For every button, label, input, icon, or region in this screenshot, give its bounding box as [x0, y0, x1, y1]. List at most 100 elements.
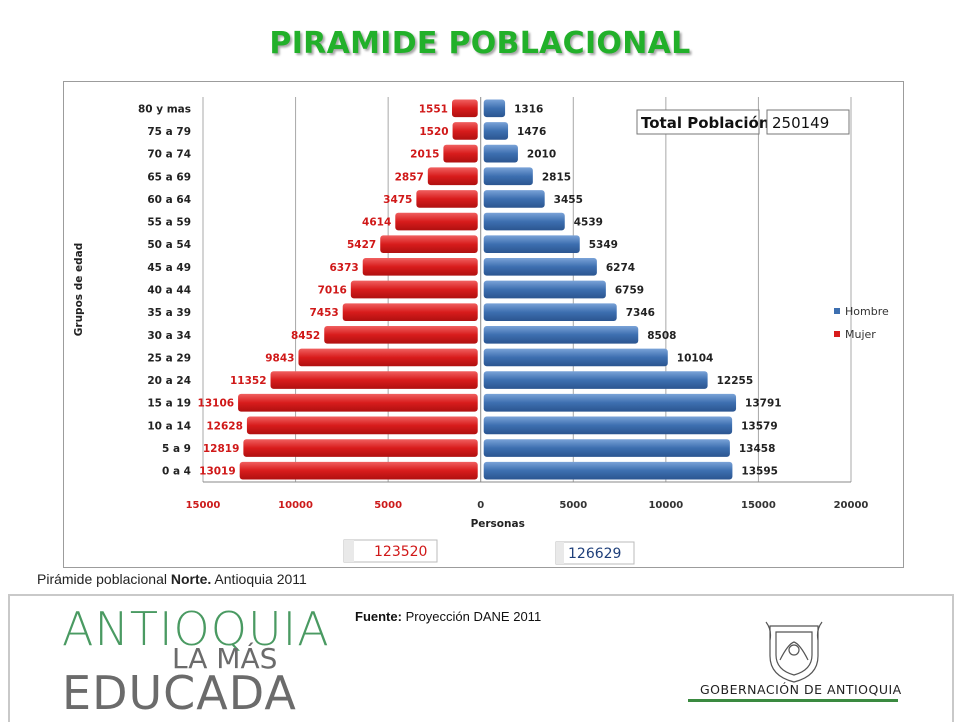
legend-swatch-hombre	[834, 308, 840, 314]
data-label-hombre: 10104	[677, 352, 714, 364]
data-label-mujer: 2857	[395, 171, 424, 183]
data-label-hombre: 5349	[589, 239, 618, 251]
data-label-hombre: 13595	[741, 466, 778, 478]
total-mujer: 123520	[374, 544, 427, 560]
x-tick-label: 5000	[374, 500, 402, 511]
population-pyramid-chart: 1551 1316 1520 1476 2015 2010 2857 2815 3475 3455…	[63, 81, 904, 568]
logo-line-3: EDUCADA	[62, 666, 297, 720]
bar-mujer	[324, 325, 478, 344]
data-label-mujer: 13106	[198, 398, 235, 410]
bar-hombre	[483, 99, 506, 118]
bar-mujer	[416, 190, 478, 208]
bar-hombre	[483, 303, 617, 321]
legend-label-hombre: Hombre	[845, 305, 889, 318]
data-label-mujer: 2015	[410, 149, 439, 161]
bar-hombre	[483, 393, 737, 412]
bar-hombre	[483, 325, 639, 344]
total-hombre-box-edge	[556, 542, 564, 564]
data-label-hombre: 6759	[615, 285, 644, 297]
category-label: 25 a 29	[147, 352, 191, 364]
bar-hombre	[483, 167, 533, 186]
category-label: 20 a 24	[147, 375, 191, 387]
logo-line-2: LA MÁS	[172, 642, 278, 675]
data-label-hombre: 2010	[527, 149, 556, 161]
bar-mujer	[246, 416, 478, 435]
category-label: 15 a 19	[147, 398, 191, 410]
total-hombre: 126629	[568, 546, 621, 562]
data-label-hombre: 8508	[647, 330, 676, 342]
bar-hombre	[483, 371, 708, 389]
gov-name: GOBERNACIÓN DE ANTIOQUIA	[700, 682, 902, 697]
data-label-mujer: 5427	[347, 239, 376, 251]
data-label-mujer: 6373	[329, 262, 358, 274]
data-label-hombre: 3455	[554, 194, 583, 206]
bar-hombre	[483, 280, 606, 299]
slide-title: PIRAMIDE POBLACIONAL	[269, 26, 691, 61]
data-label-mujer: 11352	[230, 375, 267, 387]
category-label: 40 a 44	[147, 285, 191, 297]
data-label-hombre: 13458	[739, 443, 776, 455]
x-axis-title: Personas	[471, 518, 525, 530]
x-tick-label: 15000	[741, 500, 776, 511]
bar-mujer	[238, 393, 478, 412]
data-label-mujer: 12819	[203, 443, 240, 455]
caption-prefix: Pirámide poblacional	[37, 571, 171, 587]
data-label-hombre: 7346	[626, 307, 655, 319]
chart-caption: Pirámide poblacional Norte. Antioquia 20…	[37, 571, 307, 587]
data-label-mujer: 7453	[309, 307, 338, 319]
bar-hombre	[483, 461, 733, 480]
bar-mujer	[452, 122, 478, 140]
source-note: Fuente: Proyección DANE 2011	[355, 609, 541, 624]
bar-mujer	[443, 144, 478, 163]
category-label: 10 a 14	[147, 420, 191, 432]
category-label: 35 a 39	[147, 307, 191, 319]
data-label-mujer: 12628	[206, 420, 243, 432]
coat-of-arms-icon	[765, 621, 823, 683]
data-label-hombre: 2815	[542, 171, 571, 183]
data-label-hombre: 1316	[514, 103, 543, 115]
bar-mujer	[239, 461, 478, 480]
total-mujer-box-edge	[344, 540, 354, 562]
data-label-mujer: 13019	[199, 466, 236, 478]
y-axis-title: Grupos de edad	[73, 243, 85, 336]
category-label: 65 a 69	[147, 171, 191, 183]
x-tick-label: 10000	[278, 500, 313, 511]
category-label: 45 a 49	[147, 262, 191, 274]
data-label-mujer: 1520	[419, 126, 448, 138]
logo-line-1: ANTIOQUIA	[62, 602, 330, 656]
data-label-mujer: 4614	[362, 217, 391, 229]
category-label: 5 a 9	[162, 443, 191, 455]
category-label: 50 a 54	[147, 239, 191, 251]
category-label: 0 a 4	[162, 466, 191, 478]
caption-region: Norte.	[170, 571, 212, 587]
category-label: 55 a 59	[147, 217, 191, 229]
data-label-hombre: 6274	[606, 262, 635, 274]
source-label: Fuente:	[355, 609, 402, 624]
data-label-mujer: 7016	[318, 285, 347, 297]
data-label-mujer: 9843	[265, 352, 294, 364]
category-label: 30 a 34	[147, 330, 191, 342]
total-value: 250149	[772, 114, 829, 132]
bar-hombre	[483, 212, 565, 231]
x-tick-label: 10000	[648, 500, 683, 511]
bar-mujer	[362, 258, 478, 276]
bar-hombre	[483, 122, 509, 140]
gov-underline	[688, 699, 898, 702]
bar-mujer	[380, 235, 478, 254]
bar-hombre	[483, 190, 545, 208]
bar-mujer	[427, 167, 478, 186]
category-label: 80 y mas	[138, 103, 191, 115]
source-text: Proyección DANE 2011	[401, 609, 542, 624]
bar-mujer	[350, 280, 478, 299]
bar-mujer	[243, 439, 478, 457]
total-label-box	[636, 109, 760, 135]
legend-label-mujer: Mujer	[845, 328, 876, 341]
category-label: 75 a 79	[147, 126, 191, 138]
data-label-mujer: 3475	[383, 194, 412, 206]
bar-hombre	[483, 144, 518, 163]
data-label-mujer: 1551	[419, 103, 448, 115]
bar-mujer	[342, 303, 478, 321]
total-label: Total Población:	[641, 114, 776, 132]
caption-suffix: Antioquia 2011	[211, 571, 307, 587]
data-label-hombre: 13791	[745, 398, 782, 410]
